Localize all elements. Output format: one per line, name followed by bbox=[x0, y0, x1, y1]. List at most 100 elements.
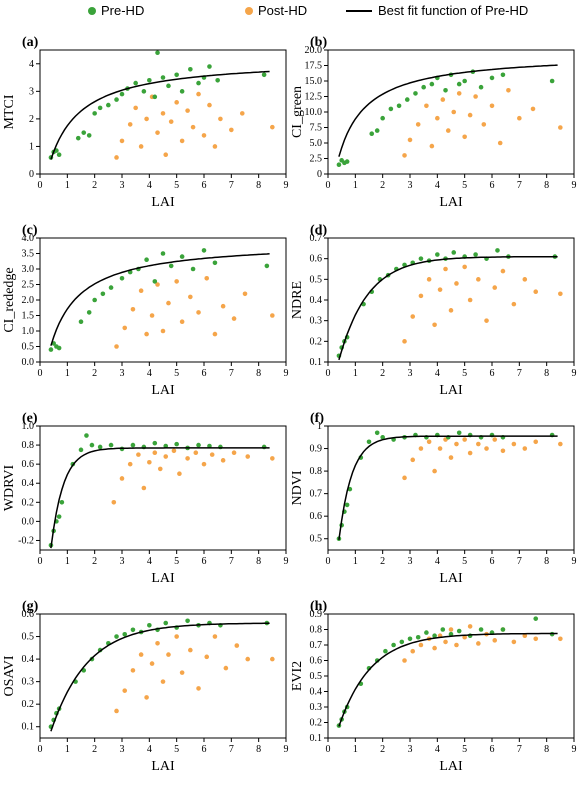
post-hd-point bbox=[432, 468, 437, 474]
y-axis-label: EVI2 bbox=[290, 661, 305, 691]
post-hd-point bbox=[454, 642, 459, 648]
y-tick-label: 0.6 bbox=[310, 511, 323, 522]
y-tick-label: 0.9 bbox=[310, 609, 323, 620]
x-tick-label: 1 bbox=[353, 556, 358, 567]
pre-hd-point bbox=[108, 442, 114, 448]
post-hd-point bbox=[174, 100, 179, 105]
post-hd-point bbox=[149, 313, 155, 318]
post-hd-point bbox=[218, 116, 223, 122]
x-tick-label: 0 bbox=[326, 556, 331, 567]
y-tick-label: 10.0 bbox=[305, 107, 323, 118]
post-hd-point bbox=[429, 143, 435, 149]
post-hd-point bbox=[174, 279, 179, 284]
x-tick-label: 9 bbox=[284, 744, 289, 755]
y-tick-label: 3.5 bbox=[22, 249, 35, 260]
x-tick-label: 3 bbox=[408, 180, 413, 191]
post-hd-point bbox=[432, 645, 437, 651]
fit-curve bbox=[50, 447, 270, 549]
pre-hd-point bbox=[388, 106, 394, 112]
pre-hd-point bbox=[429, 81, 435, 87]
post-hd-point bbox=[114, 708, 119, 714]
y-tick-label: 0.7 bbox=[310, 489, 323, 500]
post-hd-point bbox=[193, 450, 199, 456]
post-hd-point bbox=[410, 648, 416, 654]
post-hd-point bbox=[179, 319, 185, 325]
pre-hd-point bbox=[456, 430, 462, 436]
x-tick-label: 6 bbox=[202, 556, 207, 567]
x-tick-label: 0 bbox=[326, 368, 331, 379]
post-hd-point bbox=[220, 458, 226, 463]
pre-hd-point bbox=[56, 345, 62, 351]
fit-curve bbox=[50, 253, 270, 346]
chart-panel: 0 1 2 3 4 5 6 7 8 9 -0.2 0.0 0.2 0.4 0.6 0.8 1.0 LAI WDRVI… bbox=[2, 411, 289, 586]
post-hd-point bbox=[402, 475, 407, 481]
chart-panel: 0 1 2 3 4 5 6 7 8 9 0.1 0.2 0.3 0.4 0.5 0.6 0.7 LAI NDRE (d… bbox=[290, 223, 577, 398]
fit-curve bbox=[338, 435, 558, 541]
pre-hd-point bbox=[86, 310, 92, 315]
y-tick-label: 1.5 bbox=[22, 311, 35, 322]
x-tick-label: 7 bbox=[229, 744, 234, 755]
legend-post-label: Post-HD bbox=[258, 3, 308, 18]
pre-hd-point bbox=[415, 634, 421, 640]
post-hd-point bbox=[130, 307, 136, 312]
post-hd-point bbox=[448, 455, 454, 460]
post-hd-point bbox=[492, 638, 498, 643]
pre-hd-point bbox=[155, 50, 160, 56]
post-hd-point bbox=[212, 144, 218, 149]
x-axis-label: LAI bbox=[151, 571, 175, 586]
post-hd-point bbox=[270, 124, 275, 130]
post-hd-point bbox=[558, 291, 563, 297]
x-tick-label: 8 bbox=[544, 368, 549, 379]
x-tick-label: 9 bbox=[572, 368, 577, 379]
pre-hd-point bbox=[56, 514, 62, 519]
post-hd-point bbox=[437, 446, 443, 451]
pre-hd-point bbox=[179, 254, 185, 259]
plot-frame bbox=[39, 613, 287, 739]
pre-hd-point bbox=[119, 276, 125, 281]
panel-label: (h) bbox=[310, 599, 327, 614]
pre-hd-point bbox=[451, 250, 457, 255]
x-tick-label: 5 bbox=[174, 744, 179, 755]
fit-curve bbox=[338, 64, 558, 157]
pre-hd-point bbox=[344, 502, 350, 508]
post-hd-point bbox=[410, 457, 416, 463]
pre-hd-point bbox=[196, 80, 201, 86]
post-hd-point bbox=[220, 303, 226, 309]
pre-hd-point bbox=[478, 627, 484, 632]
post-hd-point bbox=[484, 318, 489, 323]
post-hd-point bbox=[196, 686, 201, 691]
post-hd-point bbox=[451, 109, 457, 115]
x-tick-label: 5 bbox=[174, 180, 179, 191]
panel-label: (a) bbox=[22, 35, 39, 50]
pre-hd-point bbox=[215, 78, 220, 83]
pre-hd-point bbox=[264, 263, 270, 269]
plot-frame bbox=[39, 425, 287, 551]
x-tick-label: 3 bbox=[408, 744, 413, 755]
y-tick-label: 0.3 bbox=[310, 316, 323, 327]
pre-hd-point bbox=[212, 260, 218, 266]
y-tick-label: 0.2 bbox=[310, 718, 323, 729]
y-tick-label: 0.5 bbox=[310, 671, 323, 682]
pre-hd-point bbox=[344, 159, 350, 164]
post-hd-point bbox=[462, 134, 467, 140]
pre-hd-point bbox=[84, 433, 89, 438]
post-hd-point bbox=[127, 461, 133, 467]
pre-hd-point bbox=[495, 248, 500, 253]
pre-hd-point bbox=[160, 75, 166, 80]
post-hd-point bbox=[270, 456, 275, 461]
y-tick-label: 0.7 bbox=[310, 233, 323, 244]
post-hd-point bbox=[467, 450, 473, 456]
post-hd-point bbox=[497, 140, 503, 146]
panel-label: (c) bbox=[22, 223, 38, 238]
y-tick-label: 0.8 bbox=[310, 625, 323, 636]
pre-hd-point bbox=[78, 447, 84, 453]
y-tick-label: 0.8 bbox=[22, 440, 35, 451]
legend-fit-line bbox=[346, 10, 372, 12]
post-hd-point bbox=[144, 331, 149, 337]
post-hd-point bbox=[147, 459, 152, 465]
pre-hd-point bbox=[114, 634, 119, 639]
x-tick-label: 8 bbox=[256, 180, 261, 191]
pre-hd-point bbox=[166, 83, 171, 89]
x-tick-label: 0 bbox=[38, 556, 43, 567]
